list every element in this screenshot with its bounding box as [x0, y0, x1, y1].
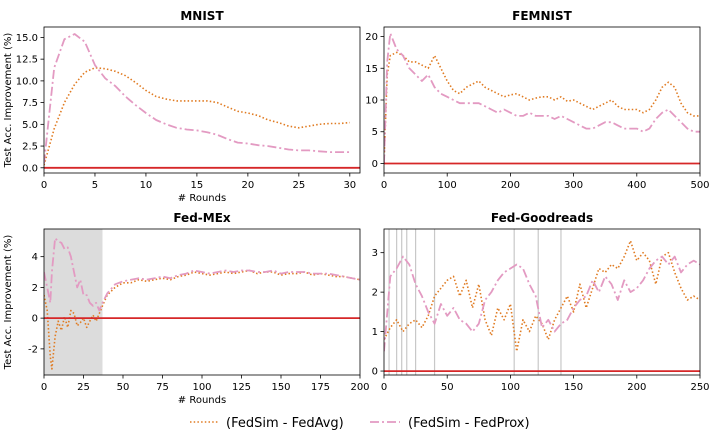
y-tick-label: 12.5	[16, 55, 38, 66]
y-tick-label: 15.0	[16, 33, 38, 44]
x-tick-label: 75	[156, 382, 169, 393]
y-tick-label: 0	[32, 314, 38, 325]
y-tick-label: 2	[32, 283, 38, 294]
x-tick-label: 300	[564, 180, 583, 191]
x-tick-label: 100	[438, 180, 457, 191]
chart-title: Fed-Goodreads	[491, 211, 593, 225]
y-tick-label: 2.5	[22, 142, 38, 153]
x-tick-label: 0	[381, 180, 387, 191]
x-tick-label: 400	[627, 180, 646, 191]
x-tick-label: 0	[381, 382, 387, 393]
axes-frame	[43, 26, 361, 174]
y-axis-label: Test Acc. Improvement (%)	[3, 33, 14, 169]
x-tick-label: 30	[343, 180, 356, 191]
x-axis-label: # Rounds	[178, 193, 226, 204]
y-tick-label: 2	[372, 288, 378, 299]
x-tick-label: 150	[271, 382, 290, 393]
y-tick-label: 10.0	[16, 76, 38, 87]
chart-panel-2: 0 25 50 75 100 125 150 175 200 -2 0 2 4 Fed-MEx # Roun…	[3, 211, 370, 406]
x-tick-label: 175	[311, 382, 330, 393]
series-dotted-line	[384, 240, 700, 353]
x-tick-label: 15	[191, 180, 204, 191]
x-tick-label: 100	[501, 382, 520, 393]
x-axis-label: # Rounds	[178, 395, 226, 406]
y-tick-label: 1	[372, 327, 378, 338]
x-tick-label: 200	[501, 180, 520, 191]
axes-frame	[383, 26, 701, 174]
y-tick-label: 5.0	[22, 120, 38, 131]
legend: (FedSim - FedAvg) (FedSim - FedProx)	[190, 416, 530, 431]
x-tick-label: 50	[117, 382, 130, 393]
y-tick-label: 3	[372, 248, 378, 259]
chart-panel-1: 0 100 200 300 400 500 0 5 10 15 20 FEMNIST	[365, 9, 709, 191]
x-tick-label: 20	[242, 180, 255, 191]
axes-frame	[383, 228, 701, 376]
series-dashdot-line	[384, 32, 700, 164]
x-tick-label: 125	[232, 382, 251, 393]
legend-fedavg-label: (FedSim - FedAvg)	[226, 416, 344, 431]
y-tick-label: 7.5	[22, 98, 38, 109]
y-tick-label: 5	[372, 127, 378, 138]
x-tick-label: 25	[77, 382, 90, 393]
chart-panel-0: 0 5 10 15 20 25 30 0.0 2.5 5.0 7.5 10.0 12.5 15.0 MNIS…	[3, 9, 361, 204]
plot-area	[384, 32, 700, 165]
plot-area	[44, 33, 360, 169]
chart-panel-3: 0 50 100 150 200 250 0 1 2 3 Fed-Goodreads	[372, 211, 710, 393]
plot-area	[44, 229, 360, 375]
x-tick-label: 100	[192, 382, 211, 393]
x-tick-label: 25	[292, 180, 305, 191]
y-tick-label: 0	[372, 367, 378, 378]
series-dashdot-line	[384, 255, 700, 352]
chart-title: FEMNIST	[512, 9, 572, 23]
x-tick-label: 0	[41, 180, 47, 191]
y-tick-label: 10	[365, 96, 378, 107]
legend-fedprox-label: (FedSim - FedProx)	[408, 416, 530, 431]
x-tick-label: 150	[564, 382, 583, 393]
series-dotted-line	[44, 67, 350, 166]
y-tick-label: 15	[365, 64, 378, 75]
chart-title: Fed-MEx	[173, 211, 231, 225]
series-dashdot-line	[44, 33, 350, 164]
x-tick-label: 250	[690, 382, 709, 393]
y-axis-label: Test Acc. Improvement (%)	[3, 235, 14, 371]
x-tick-label: 0	[41, 382, 47, 393]
x-tick-label: 10	[140, 180, 153, 191]
chart-title: MNIST	[180, 9, 224, 23]
x-tick-label: 50	[441, 382, 454, 393]
y-tick-label: -2	[28, 344, 38, 355]
y-tick-label: 0.0	[22, 163, 38, 174]
x-tick-label: 5	[92, 180, 98, 191]
x-tick-label: 500	[690, 180, 709, 191]
x-tick-label: 200	[627, 382, 646, 393]
y-tick-label: 0	[372, 159, 378, 170]
y-tick-label: 20	[365, 32, 378, 43]
x-tick-label: 200	[350, 382, 369, 393]
series-dashdot-line	[44, 237, 360, 312]
plot-area	[384, 229, 700, 375]
series-dotted-line	[384, 51, 700, 164]
y-tick-label: 4	[32, 252, 38, 263]
